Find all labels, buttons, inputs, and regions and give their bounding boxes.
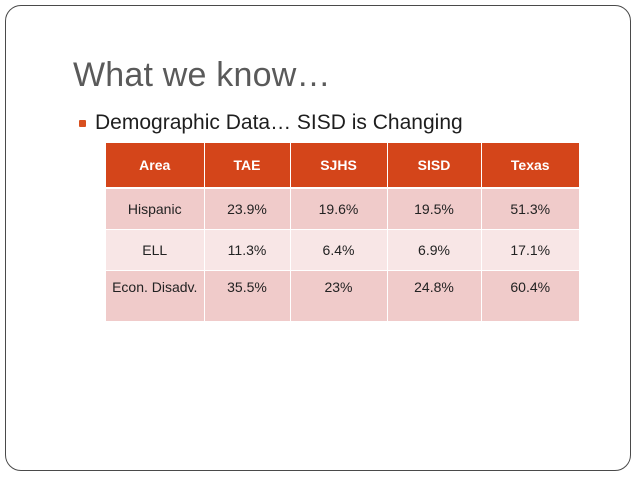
bullet-item: Demographic Data… SISD is Changing	[79, 111, 463, 135]
table-cell: 6.9%	[387, 229, 482, 271]
table-cell: 19.5%	[387, 188, 482, 230]
table-cell: 6.4%	[290, 229, 388, 271]
table-row: Hispanic 23.9% 19.6% 19.5% 51.3%	[106, 188, 579, 230]
table-row: ELL 11.3% 6.4% 6.9% 17.1%	[106, 229, 579, 271]
header-cell-tae: TAE	[204, 143, 291, 189]
header-cell-area: Area	[106, 143, 205, 189]
header-cell-texas: Texas	[481, 143, 579, 189]
table-cell: 23.9%	[204, 188, 291, 230]
table-cell: 51.3%	[481, 188, 579, 230]
table-cell: 19.6%	[290, 188, 388, 230]
table-cell: 24.8%	[387, 270, 482, 322]
table-row: Econ. Disadv. 35.5% 23% 24.8% 60.4%	[106, 270, 579, 322]
header-cell-sjhs: SJHS	[290, 143, 388, 189]
table-cell: ELL	[106, 229, 205, 271]
bullet-marker-icon	[79, 119, 86, 127]
table-cell: 23%	[290, 270, 388, 322]
demographic-table: Area TAE SJHS SISD Texas Hispanic 23.9% …	[106, 143, 579, 322]
header-cell-sisd: SISD	[387, 143, 482, 189]
table-cell: Hispanic	[106, 188, 205, 230]
slide-title: What we know…	[73, 56, 331, 94]
bullet-text: Demographic Data… SISD is Changing	[95, 111, 463, 134]
table-cell: 60.4%	[481, 270, 579, 322]
table-cell: Econ. Disadv.	[106, 270, 205, 322]
table-cell: 11.3%	[204, 229, 291, 271]
table-cell: 35.5%	[204, 270, 291, 322]
table-cell: 17.1%	[481, 229, 579, 271]
table-header-row: Area TAE SJHS SISD Texas	[106, 143, 579, 189]
